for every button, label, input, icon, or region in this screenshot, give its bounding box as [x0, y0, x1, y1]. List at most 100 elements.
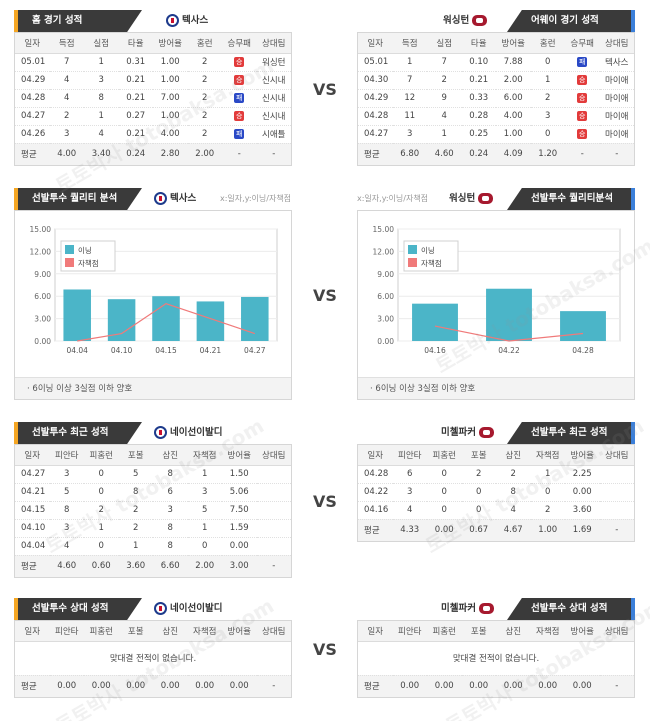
stat-cell: 3: [49, 465, 84, 484]
stat-cell: 8: [84, 89, 119, 108]
average-cell: 0.00: [427, 675, 462, 697]
table-header-row: 일자 피안타 피홈런 포볼 삼진 자책점 방어율 상대팀: [358, 445, 634, 466]
vs-label: VS: [313, 492, 337, 511]
innings-bar: [152, 296, 180, 341]
legend-swatch-innings: [65, 245, 74, 254]
x-tick-label: 04.04: [66, 346, 88, 355]
average-cell: -: [256, 555, 291, 577]
column-header: 상대팀: [599, 33, 634, 54]
stat-cell: 1.50: [222, 465, 257, 484]
away-games-table: 일자 득점 실점 타율 방어율 홈런 승무패 상대팀 05.01 1 7 0.10 7.88 0 패 텍사스 0…: [358, 33, 634, 165]
home-games-title: 홈 경기 성적: [18, 10, 142, 32]
stat-cell: 8: [49, 501, 84, 520]
stat-cell: 0.33: [461, 89, 496, 108]
column-header: 포볼: [461, 445, 496, 466]
table-header-row: 일자 득점 실점 타율 방어율 홈런 승무패 상대팀: [358, 33, 634, 54]
stat-cell: 3: [392, 483, 427, 502]
quality-right-title: 선발투수 퀄리티분석: [507, 188, 631, 210]
average-cell: 평균: [15, 555, 50, 577]
recent-left-player: 네이선이발디: [154, 422, 222, 444]
vs-right-header: 미첼파커 선발투수 상대 성적: [357, 598, 635, 620]
stat-cell: 4: [84, 125, 119, 144]
date-cell: 04.28: [358, 465, 393, 484]
column-header: 일자: [15, 445, 50, 466]
rangers-logo-icon: [154, 602, 167, 615]
vs-left-title: 선발투수 상대 성적: [18, 598, 142, 620]
quality-right-chart: 0.00 3.00 6.00 9.00 12.00 15.00 04.16 04.22 04.2…: [373, 225, 621, 355]
column-header: 포볼: [461, 621, 496, 642]
legend-label-innings: 이닝: [421, 245, 435, 255]
column-header: 일자: [15, 621, 50, 642]
stat-cell: 0.21: [461, 71, 496, 90]
average-cell: -: [256, 143, 291, 165]
stat-cell: 6: [153, 483, 188, 502]
stat-cell: [256, 465, 291, 484]
table-row: 04.27 2 1 0.27 1.00 2 승 신시내: [15, 107, 291, 126]
result-cell: 패: [565, 53, 600, 72]
result-cell: 승: [222, 107, 257, 126]
stat-cell: 4: [49, 89, 84, 108]
table-row: 04.30 7 2 0.21 2.00 1 승 마이애: [358, 71, 634, 90]
stat-cell: [256, 483, 291, 502]
stat-cell: 1.59: [222, 519, 257, 538]
average-cell: 4.09: [496, 143, 531, 165]
header-accent: [14, 10, 18, 32]
column-header: 상대팀: [256, 445, 291, 466]
table-row: 04.29 12 9 0.33 6.00 2 승 마이애: [358, 89, 634, 108]
column-header: 방어율: [565, 445, 600, 466]
column-header: 실점: [84, 33, 119, 54]
quality-left-panel: 0.00 3.00 6.00 9.00 12.00 15.00 04.04 04.10 04.1…: [14, 210, 292, 400]
header-accent: [14, 188, 18, 210]
column-header: 승무패: [565, 33, 600, 54]
y-tick-label: 3.00: [34, 315, 51, 324]
opponent-cell: 마이애: [599, 125, 634, 144]
stat-cell: 2: [461, 465, 496, 484]
average-cell: 0.00: [84, 675, 119, 697]
column-header: 일자: [358, 621, 393, 642]
average-cell: 0.67: [461, 519, 496, 541]
stat-cell: 0: [530, 483, 565, 502]
average-row: 평균 4.33 0.00 0.67 4.67 1.00 1.69-: [358, 519, 634, 541]
stat-cell: 4: [49, 71, 84, 90]
column-header: 상대팀: [599, 445, 634, 466]
stat-cell: 8: [118, 483, 153, 502]
stat-cell: 7: [392, 71, 427, 90]
y-tick-label: 0.00: [377, 337, 394, 346]
x-tick-label: 04.21: [200, 346, 222, 355]
stat-cell: 2: [187, 107, 222, 126]
result-badge: 승: [234, 111, 245, 121]
innings-bar: [63, 289, 91, 341]
date-cell: 04.27: [15, 465, 50, 484]
rangers-logo-icon: [154, 192, 167, 205]
result-badge: 패: [234, 93, 245, 103]
quality-right-team: 워싱턴: [449, 188, 496, 210]
empty-row: 맞대결 전적이 없습니다.: [15, 641, 291, 676]
stat-cell: [599, 465, 634, 484]
quality-right-panel: 0.00 3.00 6.00 9.00 12.00 15.00 04.16 04.22 04.2…: [357, 210, 635, 400]
average-cell: 4.60: [49, 555, 84, 577]
column-header: 포볼: [118, 445, 153, 466]
average-cell: 0.00: [187, 675, 222, 697]
column-header: 타율: [461, 33, 496, 54]
column-header: 상대팀: [599, 621, 634, 642]
y-tick-label: 9.00: [377, 270, 394, 279]
stat-cell: 1.00: [153, 107, 188, 126]
legend-label-earned-runs: 자책점: [78, 258, 99, 268]
stat-cell: 1: [118, 537, 153, 556]
nationals-logo-icon: [478, 603, 494, 614]
stat-cell: 6: [392, 465, 427, 484]
vs-left-table: 일자 피안타 피홈런 포볼 삼진 자책점 방어율 상대팀 맞대결 전적이 없습니다. 평균 0.00…: [15, 621, 291, 697]
stat-cell: 1: [392, 53, 427, 72]
away-team-label: 워싱턴: [443, 15, 470, 26]
table-row: 04.04 4 0 1 8 0 0.00: [15, 537, 291, 556]
average-cell: -: [599, 519, 634, 541]
vs-right-table: 일자 피안타 피홈런 포볼 삼진 자책점 방어율 상대팀 맞대결 전적이 없습니다. 평균 0.00…: [358, 621, 634, 697]
result-cell: 승: [565, 89, 600, 108]
y-tick-label: 0.00: [34, 337, 51, 346]
average-cell: -: [222, 143, 257, 165]
vs-label: VS: [313, 286, 337, 305]
innings-bar: [560, 311, 606, 341]
quality-right-header: x:일자,y:이닝/자책점 워싱턴 선발투수 퀄리티분석: [357, 188, 635, 210]
stat-cell: 3: [153, 501, 188, 520]
quality-left-team-label: 텍사스: [170, 193, 197, 204]
